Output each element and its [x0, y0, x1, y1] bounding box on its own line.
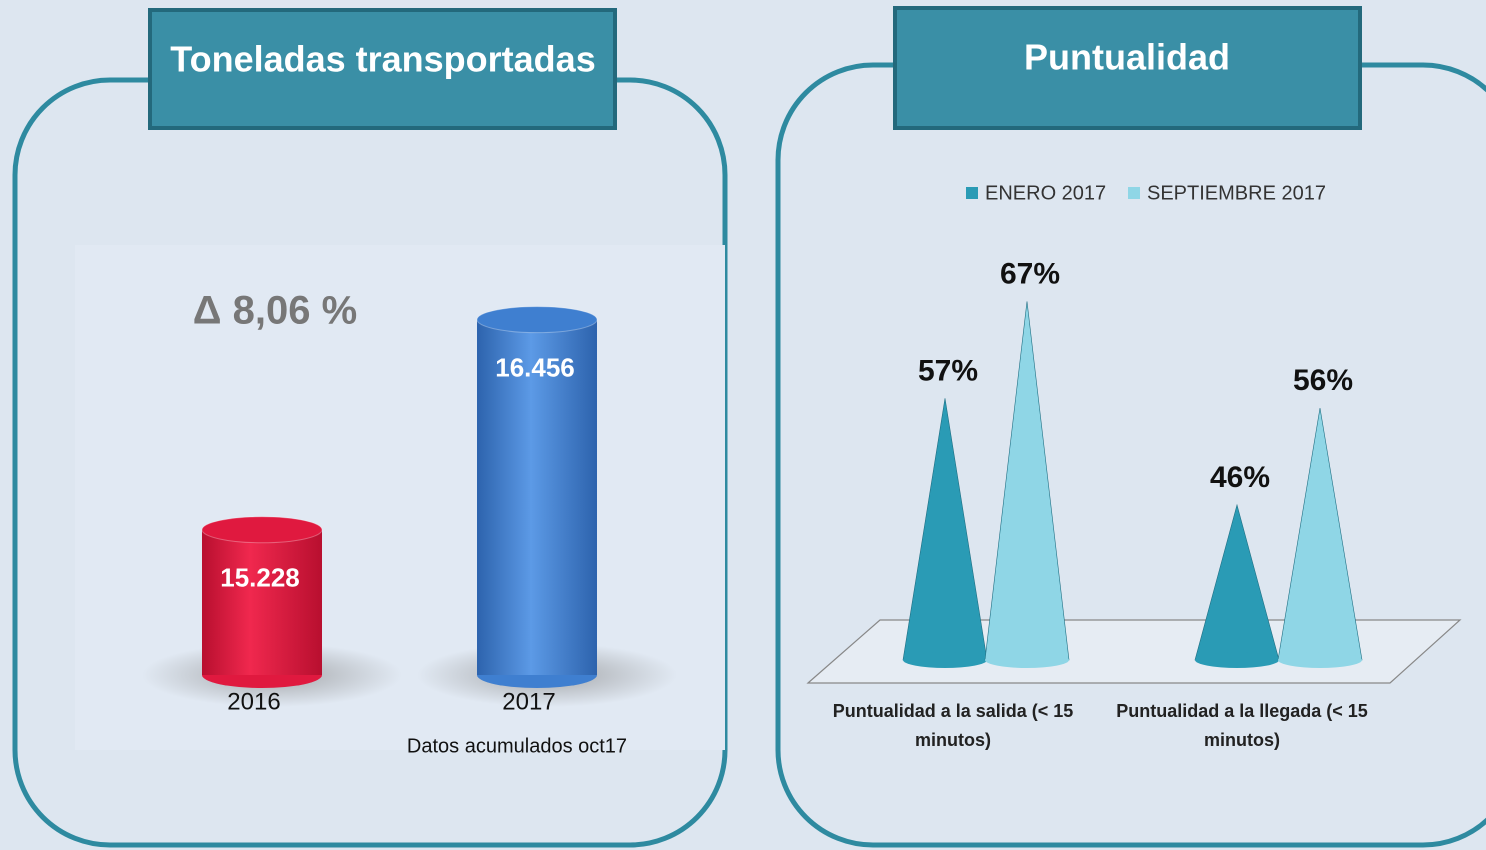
value-label: 46% — [1210, 461, 1270, 494]
annotation: Δ 8,06 % — [193, 289, 357, 333]
value-label: 56% — [1293, 364, 1353, 397]
chart-title: Puntualidad — [1024, 37, 1230, 78]
title-box — [148, 8, 617, 130]
legend-label: SEPTIEMBRE 2017 — [1147, 182, 1326, 204]
cone-base — [985, 652, 1069, 668]
value-label: 57% — [918, 354, 978, 387]
value-label: 15.228 — [220, 563, 300, 593]
value-label: 67% — [1000, 257, 1060, 290]
chart-title: Toneladas transportadas — [170, 39, 595, 80]
legend-swatch — [1128, 187, 1140, 199]
bar — [477, 319, 597, 675]
x-tick-label-box: Puntualidad a la salida (< 15 minutos) — [832, 701, 1074, 750]
cone-base — [903, 652, 987, 668]
note: Datos acumulados oct17 — [407, 735, 627, 757]
cone-base — [1195, 652, 1279, 668]
x-tick-label: 2016 — [227, 688, 280, 715]
title-box — [893, 6, 1362, 130]
x-tick-label: Puntualidad a la salida (< 15 minutos) — [832, 701, 1074, 750]
cylinder-top — [476, 306, 598, 334]
value-label: 16.456 — [495, 353, 575, 383]
x-tick-label: Puntualidad a la llegada (< 15 minutos) — [1116, 701, 1368, 750]
x-tick-label-box: Puntualidad a la llegada (< 15 minutos) — [1116, 701, 1368, 750]
legend-swatch — [966, 187, 978, 199]
cone-base — [1278, 652, 1362, 668]
bar — [202, 529, 322, 675]
cylinder-top — [201, 516, 323, 544]
x-tick-label: 2017 — [502, 688, 555, 715]
legend-label: ENERO 2017 — [985, 182, 1106, 204]
